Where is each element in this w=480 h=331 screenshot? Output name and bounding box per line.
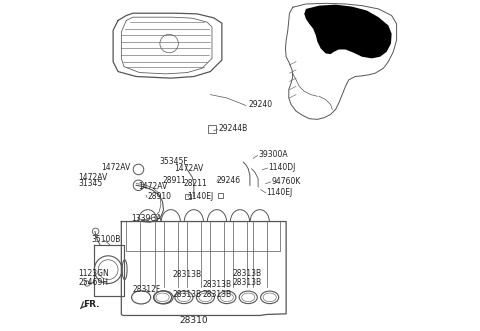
Text: 29240: 29240 bbox=[248, 100, 272, 109]
Text: 1339GA: 1339GA bbox=[131, 214, 162, 223]
Bar bbox=[217, 193, 223, 198]
Text: 35100B: 35100B bbox=[92, 235, 121, 244]
Text: 31345: 31345 bbox=[79, 179, 103, 188]
Text: 29244B: 29244B bbox=[218, 124, 248, 133]
Text: 1472AV: 1472AV bbox=[102, 163, 131, 172]
Text: 1472AV: 1472AV bbox=[138, 182, 167, 191]
Text: 28910: 28910 bbox=[148, 192, 172, 201]
Text: 28313B: 28313B bbox=[172, 270, 202, 279]
Text: 25469H: 25469H bbox=[79, 278, 108, 287]
Text: 1472AV: 1472AV bbox=[174, 164, 204, 173]
Text: 1140EJ: 1140EJ bbox=[187, 192, 214, 201]
Text: 28313B: 28313B bbox=[202, 290, 231, 299]
Text: 28313B: 28313B bbox=[233, 269, 262, 278]
Text: 94760K: 94760K bbox=[271, 177, 300, 186]
Text: 28313B: 28313B bbox=[172, 290, 202, 299]
Text: 1140DJ: 1140DJ bbox=[268, 163, 295, 172]
Text: 28312F: 28312F bbox=[133, 285, 161, 294]
Text: 28310: 28310 bbox=[180, 316, 208, 325]
Text: 1472AV: 1472AV bbox=[79, 172, 108, 181]
Text: 35345F: 35345F bbox=[159, 157, 188, 166]
Bar bbox=[185, 194, 191, 200]
Text: 1123GN: 1123GN bbox=[79, 269, 109, 278]
Polygon shape bbox=[304, 5, 392, 58]
Text: 39300A: 39300A bbox=[258, 151, 288, 160]
Bar bbox=[208, 125, 216, 133]
Text: 29246: 29246 bbox=[217, 176, 241, 185]
Text: 28313B: 28313B bbox=[202, 280, 231, 289]
Text: 28211: 28211 bbox=[184, 179, 208, 188]
Text: 28313B: 28313B bbox=[233, 278, 262, 287]
Text: 28911: 28911 bbox=[163, 176, 186, 185]
Text: FR.: FR. bbox=[84, 300, 100, 309]
Text: 1140EJ: 1140EJ bbox=[266, 188, 293, 197]
